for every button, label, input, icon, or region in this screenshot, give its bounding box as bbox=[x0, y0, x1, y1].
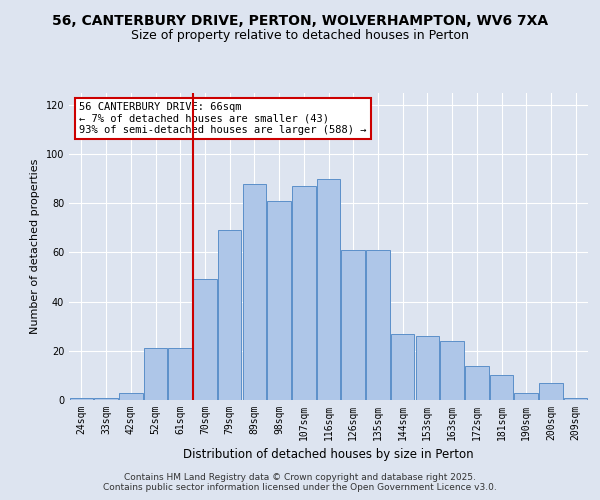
Bar bbox=[144, 348, 167, 400]
Text: Size of property relative to detached houses in Perton: Size of property relative to detached ho… bbox=[131, 28, 469, 42]
Bar bbox=[193, 280, 217, 400]
X-axis label: Distribution of detached houses by size in Perton: Distribution of detached houses by size … bbox=[183, 448, 474, 462]
Bar bbox=[416, 336, 439, 400]
Bar bbox=[514, 392, 538, 400]
Y-axis label: Number of detached properties: Number of detached properties bbox=[30, 158, 40, 334]
Text: 56, CANTERBURY DRIVE, PERTON, WOLVERHAMPTON, WV6 7XA: 56, CANTERBURY DRIVE, PERTON, WOLVERHAMP… bbox=[52, 14, 548, 28]
Bar bbox=[268, 200, 291, 400]
Bar bbox=[539, 383, 563, 400]
Bar bbox=[218, 230, 241, 400]
Bar bbox=[341, 250, 365, 400]
Bar bbox=[440, 341, 464, 400]
Bar bbox=[465, 366, 488, 400]
Text: 56 CANTERBURY DRIVE: 66sqm
← 7% of detached houses are smaller (43)
93% of semi-: 56 CANTERBURY DRIVE: 66sqm ← 7% of detac… bbox=[79, 102, 367, 135]
Bar bbox=[490, 376, 513, 400]
Bar bbox=[169, 348, 192, 400]
Bar bbox=[242, 184, 266, 400]
Bar bbox=[119, 392, 143, 400]
Bar bbox=[317, 178, 340, 400]
Bar bbox=[366, 250, 389, 400]
Bar bbox=[564, 398, 587, 400]
Bar bbox=[70, 398, 93, 400]
Bar bbox=[94, 398, 118, 400]
Bar bbox=[292, 186, 316, 400]
Text: Contains HM Land Registry data © Crown copyright and database right 2025.
Contai: Contains HM Land Registry data © Crown c… bbox=[103, 473, 497, 492]
Bar bbox=[391, 334, 415, 400]
